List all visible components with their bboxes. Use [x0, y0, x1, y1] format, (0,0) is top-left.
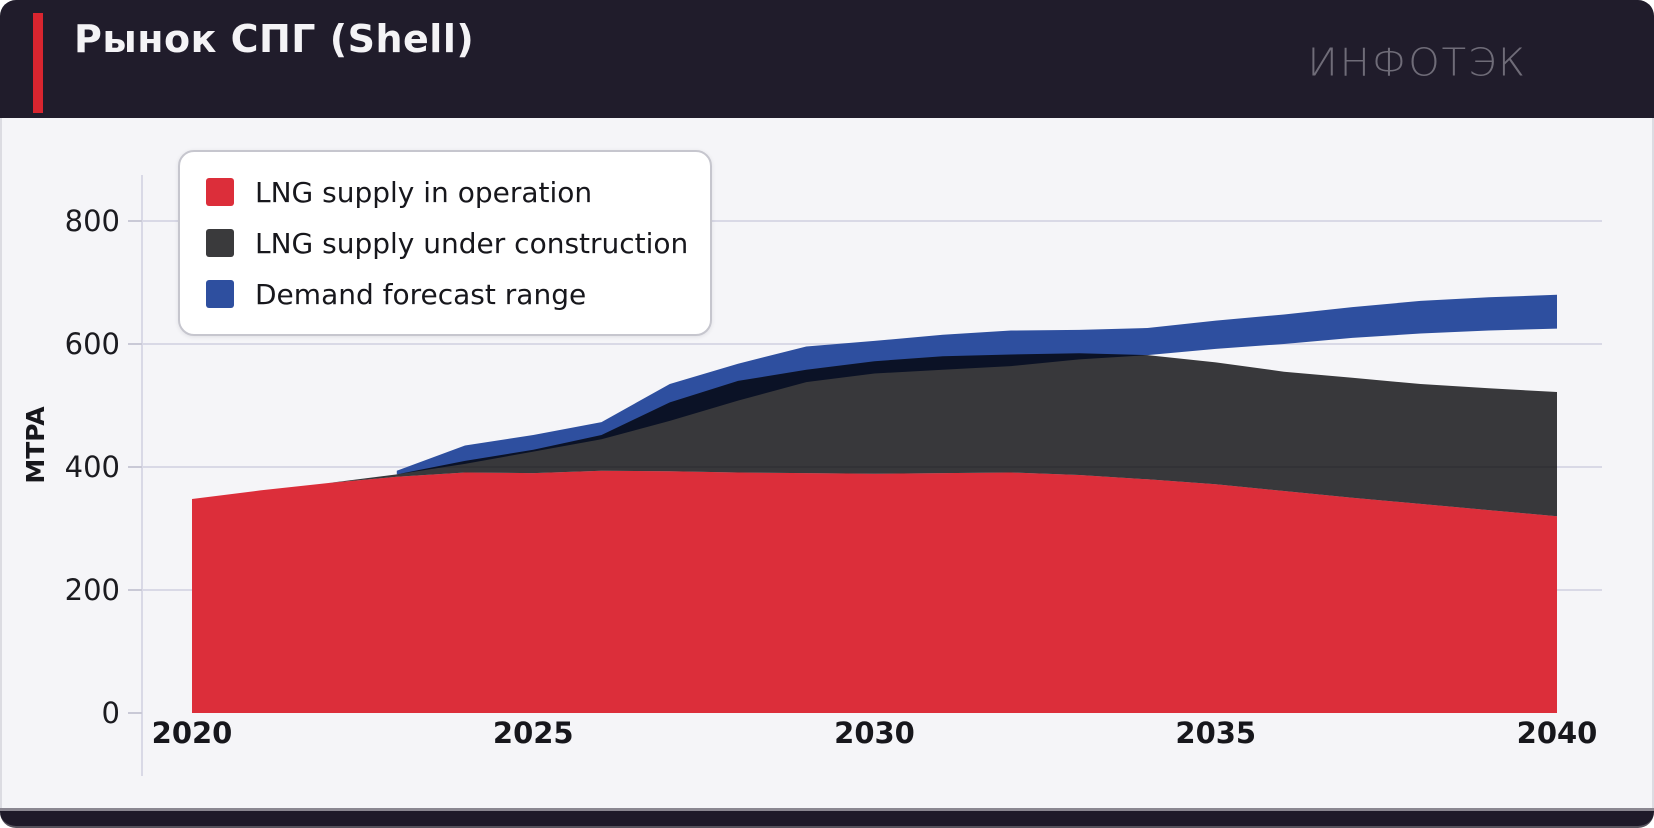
chart-card: 0 200 400 600 800 2020 2025 2030 2035 2040 MTPA — [0, 118, 1654, 810]
y-axis-ticks — [128, 220, 142, 714]
legend-swatch — [206, 178, 234, 206]
y-tick-label: 0 — [102, 696, 120, 730]
page-title: Рынок СПГ (Shell) — [74, 17, 475, 61]
legend-label: LNG supply under construction — [255, 226, 689, 260]
footer-bar — [0, 808, 1654, 828]
header-bar: Рынок СПГ (Shell) ИНФОТЭК — [0, 0, 1654, 118]
x-tick-label: 2035 — [1175, 716, 1256, 750]
y-tick-label: 600 — [65, 327, 120, 361]
chart-svg: 0 200 400 600 800 2020 2025 2030 2035 2040 MTPA — [21, 175, 1602, 776]
construction-area — [192, 353, 1557, 517]
x-tick-label: 2020 — [152, 716, 233, 750]
legend-item: LNG supply under construction — [206, 224, 688, 262]
x-tick-label: 2040 — [1517, 716, 1598, 750]
x-tick-label: 2030 — [834, 716, 915, 750]
legend-swatch — [206, 229, 234, 257]
demand-band-area — [396, 294, 1557, 475]
legend-label: LNG supply in operation — [255, 175, 593, 209]
legend-item: Demand forecast range — [206, 275, 684, 313]
x-tick-labels: 2020 2025 2030 2035 2040 — [152, 716, 1598, 750]
legend-label: Demand forecast range — [255, 277, 587, 311]
y-tick-label: 800 — [65, 204, 120, 238]
operation-area — [192, 470, 1557, 713]
legend-item: LNG supply in operation — [206, 173, 684, 211]
chart-legend: LNG supply in operation LNG supply under … — [178, 150, 712, 336]
infotek-logo: ИНФОТЭК — [1307, 41, 1527, 85]
title-accent-bar — [33, 13, 43, 113]
legend-swatch — [206, 280, 234, 308]
x-tick-label: 2025 — [493, 716, 574, 750]
y-axis-title: MTPA — [21, 406, 50, 484]
y-tick-label: 400 — [65, 450, 120, 484]
y-tick-labels: 0 200 400 600 800 — [65, 204, 120, 730]
y-tick-label: 200 — [65, 573, 120, 607]
